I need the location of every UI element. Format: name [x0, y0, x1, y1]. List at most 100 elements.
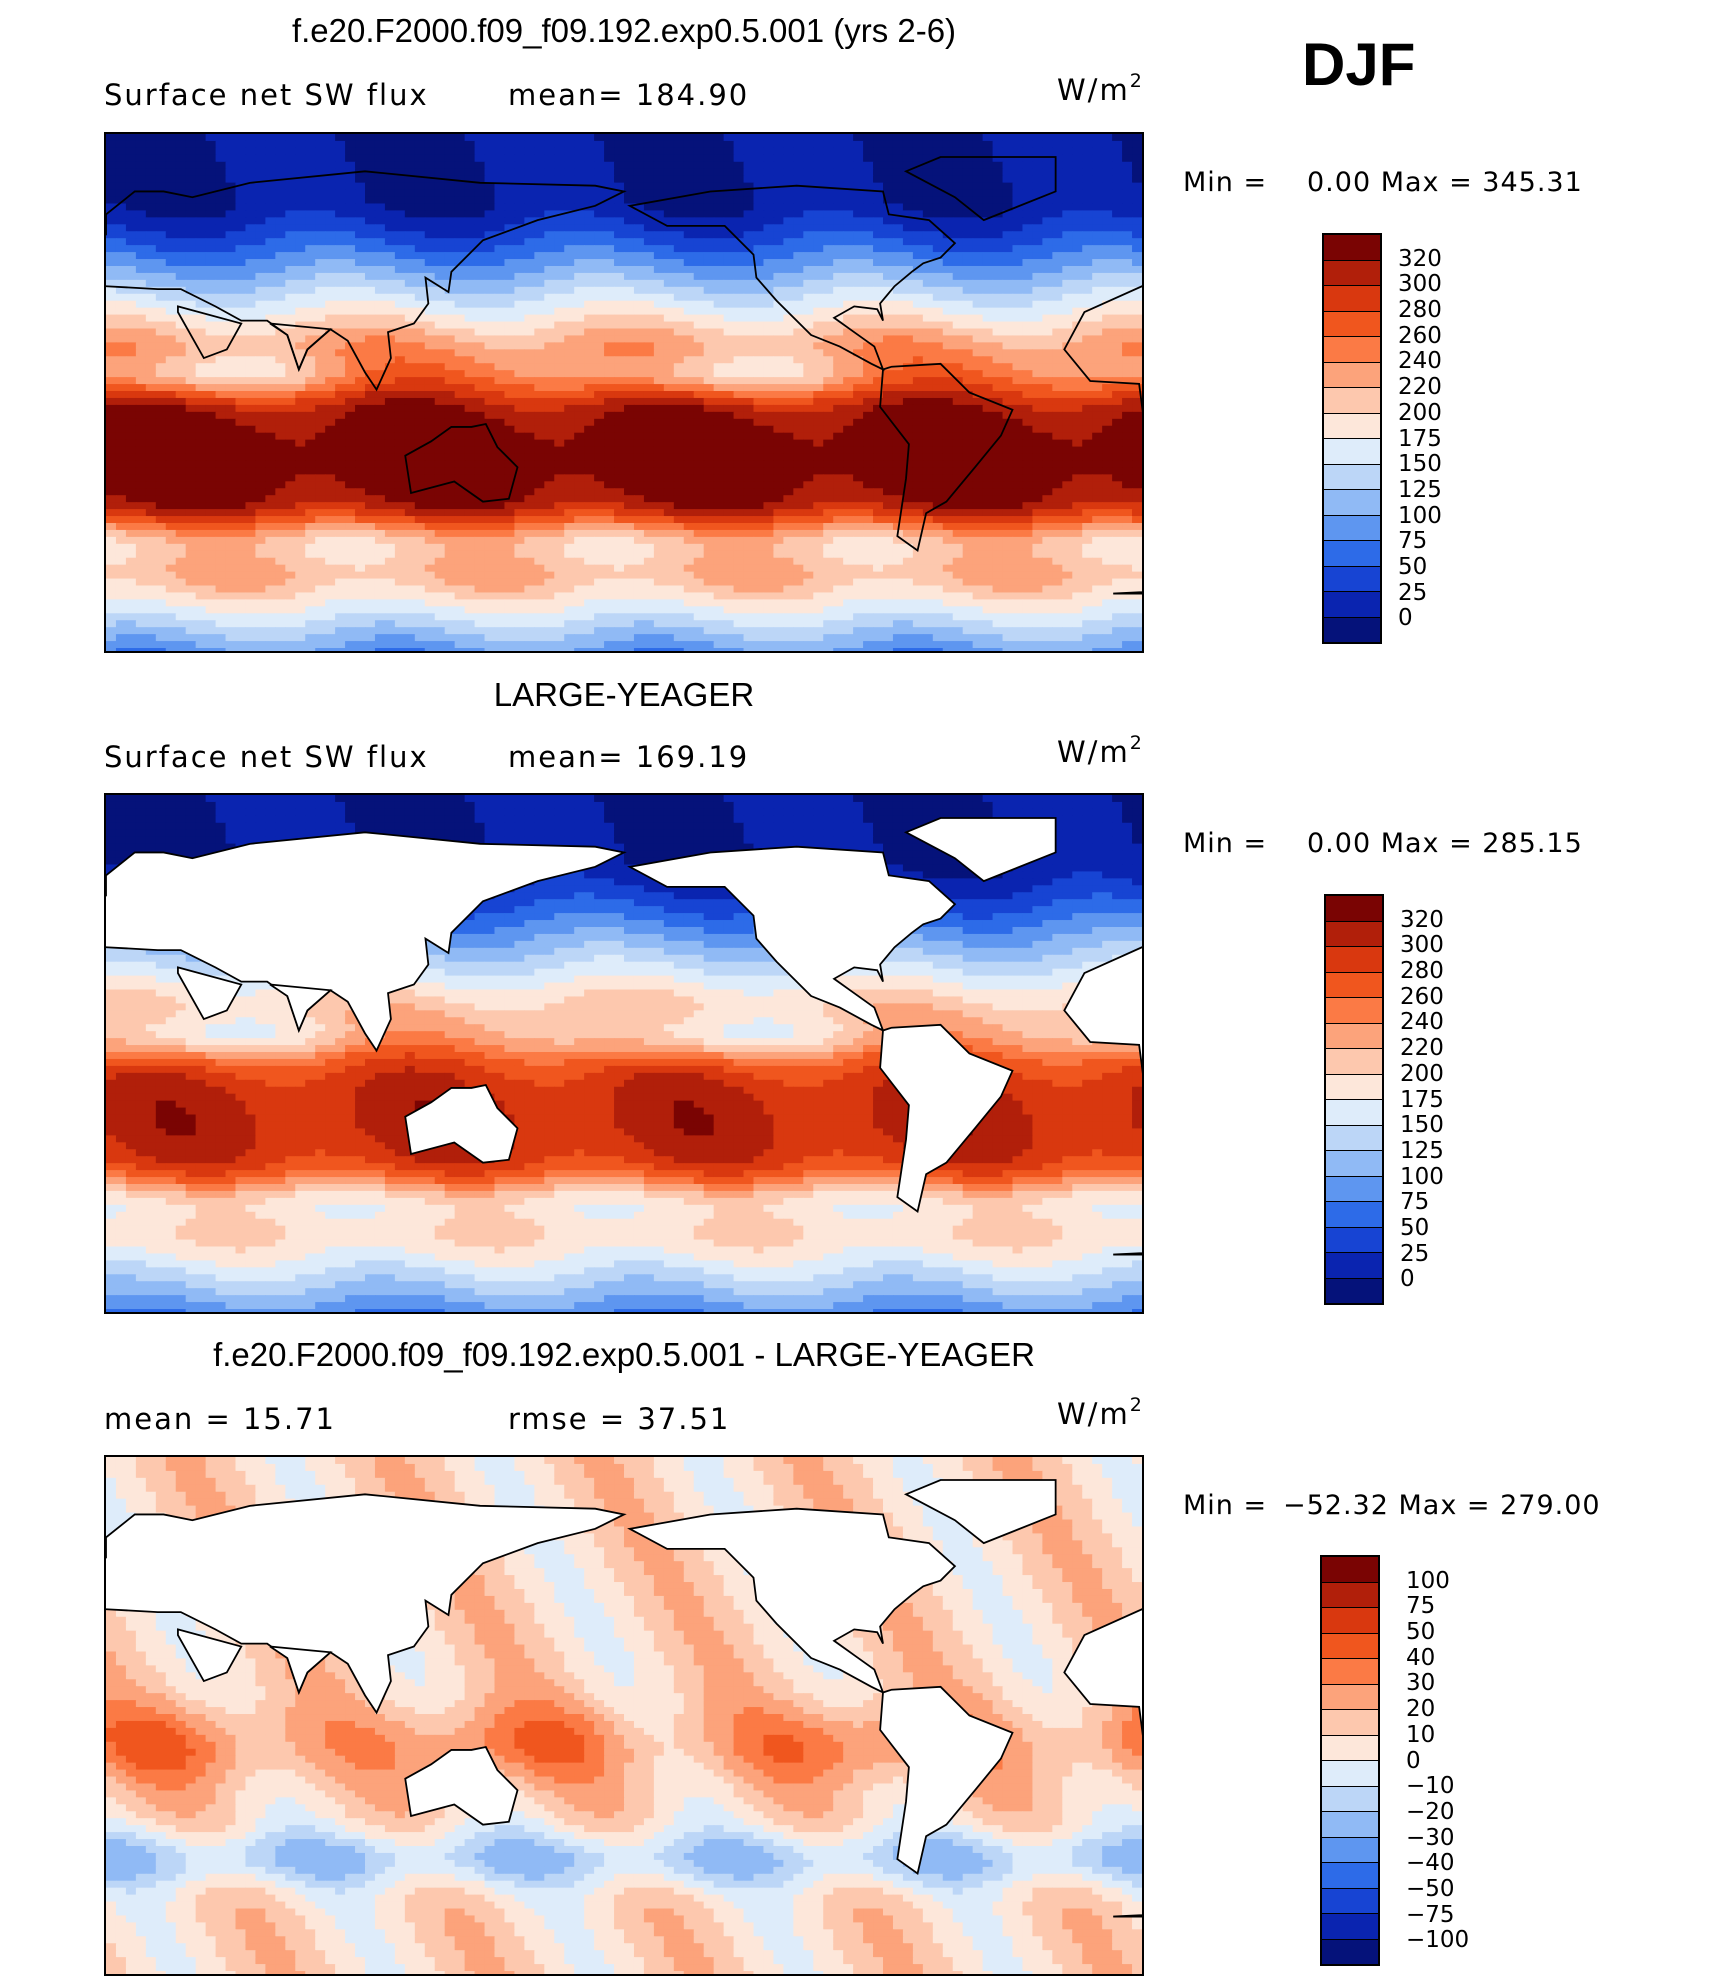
coastline-australia — [404, 423, 519, 503]
colorbar-box — [1326, 972, 1382, 998]
panel-2-title: LARGE-YEAGER — [104, 676, 1144, 714]
panel-1-colorbar — [1322, 233, 1382, 644]
coastline-namerica — [627, 845, 957, 1033]
coastline-india — [269, 983, 333, 1033]
panel-3-minmax-values: −52.32 Max = 279.00 — [1283, 1490, 1601, 1521]
panel-2-map — [104, 793, 1144, 1314]
colorbar-box — [1326, 1151, 1382, 1177]
colorbar-box — [1326, 1125, 1382, 1151]
coastline-africa — [1063, 285, 1142, 413]
colorbar-tick-label: 200 — [1400, 1061, 1444, 1087]
coastline-namerica — [627, 1507, 957, 1695]
colorbar-tick-label: 240 — [1400, 1009, 1444, 1035]
coastline-antarctica — [1113, 1914, 1142, 1918]
colorbar-box — [1322, 1761, 1378, 1787]
colorbar-box — [1324, 541, 1380, 567]
colorbar-tick-label: 100 — [1406, 1568, 1450, 1594]
colorbar-tick-label: −50 — [1406, 1876, 1455, 1902]
panel-2-min-label: Min = — [1183, 828, 1267, 859]
colorbar-tick-label: 100 — [1398, 503, 1442, 529]
coastlines — [106, 1479, 1142, 1918]
colorbar-box — [1324, 286, 1380, 312]
colorbar-box — [1324, 311, 1380, 337]
colorbar-box — [1322, 1633, 1378, 1659]
colorbar-box — [1326, 921, 1382, 947]
colorbar-tick-label: −75 — [1406, 1902, 1455, 1928]
colorbar-tick-label: 320 — [1400, 907, 1444, 933]
colorbar-box — [1326, 1074, 1382, 1100]
colorbar-box — [1326, 1049, 1382, 1075]
colorbar-tick-label: 125 — [1398, 477, 1442, 503]
colorbar-tick-label: −20 — [1406, 1799, 1455, 1825]
colorbar-tick-label: 50 — [1406, 1619, 1435, 1645]
colorbar-box — [1324, 337, 1380, 363]
coastline-australia — [404, 1084, 519, 1164]
colorbar-box — [1326, 1176, 1382, 1202]
colorbar-box — [1322, 1608, 1378, 1634]
colorbar-box — [1322, 1557, 1378, 1583]
colorbar-box — [1324, 260, 1380, 286]
map-field-svg — [106, 134, 1142, 651]
panel-2-colorbar — [1324, 894, 1384, 1305]
colorbar-box — [1326, 947, 1382, 973]
colorbar-tick-label: 20 — [1406, 1696, 1435, 1722]
colorbar-tick-label: 175 — [1400, 1087, 1444, 1113]
colorbar-box — [1322, 1710, 1378, 1736]
colorbar-tick-label: −40 — [1406, 1850, 1455, 1876]
colorbar-box — [1322, 1939, 1378, 1964]
colorbar-box — [1322, 1812, 1378, 1838]
colorbar-tick-label: 300 — [1398, 271, 1442, 297]
colorbar-tick-label: 280 — [1398, 297, 1442, 323]
colorbar-tick-label: 100 — [1400, 1164, 1444, 1190]
panel-3-min-label: Min = — [1183, 1490, 1267, 1521]
colorbar-tick-label: 0 — [1406, 1748, 1421, 1774]
colorbar-tick-label: 50 — [1400, 1215, 1429, 1241]
colorbar-tick-label: 10 — [1406, 1722, 1435, 1748]
colorbar-box — [1324, 439, 1380, 465]
coastline-greenland — [903, 817, 1057, 883]
coastline-india — [269, 1645, 333, 1695]
colorbar-box — [1324, 490, 1380, 516]
colorbar-tick-label: 240 — [1398, 348, 1442, 374]
colorbar-box — [1324, 362, 1380, 388]
colorbar-box — [1322, 1863, 1378, 1889]
colorbar-box — [1324, 592, 1380, 618]
coastlines — [106, 817, 1142, 1256]
colorbar-box — [1322, 1684, 1378, 1710]
panel-1-variable-label: Surface net SW flux — [104, 78, 429, 112]
colorbar-tick-label: 25 — [1400, 1241, 1429, 1267]
coastline-greenland — [903, 156, 1057, 222]
shaded-field — [106, 134, 1142, 651]
colorbar-box — [1324, 515, 1380, 541]
colorbar-box — [1326, 1100, 1382, 1126]
colorbar-tick-label: 25 — [1398, 580, 1427, 606]
coastline-india — [269, 322, 333, 372]
coastline-samerica — [879, 1685, 1014, 1875]
colorbar-box — [1324, 464, 1380, 490]
colorbar-box — [1322, 1582, 1378, 1608]
colorbar-tick-label: 30 — [1406, 1670, 1435, 1696]
colorbar-box — [1322, 1837, 1378, 1863]
colorbar-box — [1326, 998, 1382, 1024]
colorbar-tick-label: 75 — [1406, 1593, 1435, 1619]
coastline-africa — [1063, 1608, 1142, 1736]
colorbar-tick-label: 320 — [1398, 246, 1442, 272]
colorbar-tick-label: 0 — [1400, 1266, 1415, 1292]
coastline-samerica — [879, 1023, 1014, 1213]
panel-3-colorbar — [1320, 1555, 1380, 1966]
colorbar-tick-label: −30 — [1406, 1825, 1455, 1851]
coastline-arabia — [177, 305, 243, 360]
panel-3-rmse-label: rmse = 37.51 — [508, 1402, 730, 1436]
panel-2-minmax-values: 0.00 Max = 285.15 — [1307, 828, 1583, 859]
colorbar-box — [1326, 1253, 1382, 1279]
coastline-samerica — [879, 362, 1014, 552]
coastline-arabia — [177, 1628, 243, 1683]
colorbar-tick-label: −10 — [1406, 1773, 1455, 1799]
coastline-africa — [1063, 946, 1142, 1074]
panel-3-map — [104, 1455, 1144, 1976]
colorbar-box — [1322, 1914, 1378, 1940]
map-field-svg — [106, 795, 1142, 1312]
panel-1-minmax-values: 0.00 Max = 345.31 — [1307, 167, 1583, 198]
colorbar-box — [1324, 566, 1380, 592]
